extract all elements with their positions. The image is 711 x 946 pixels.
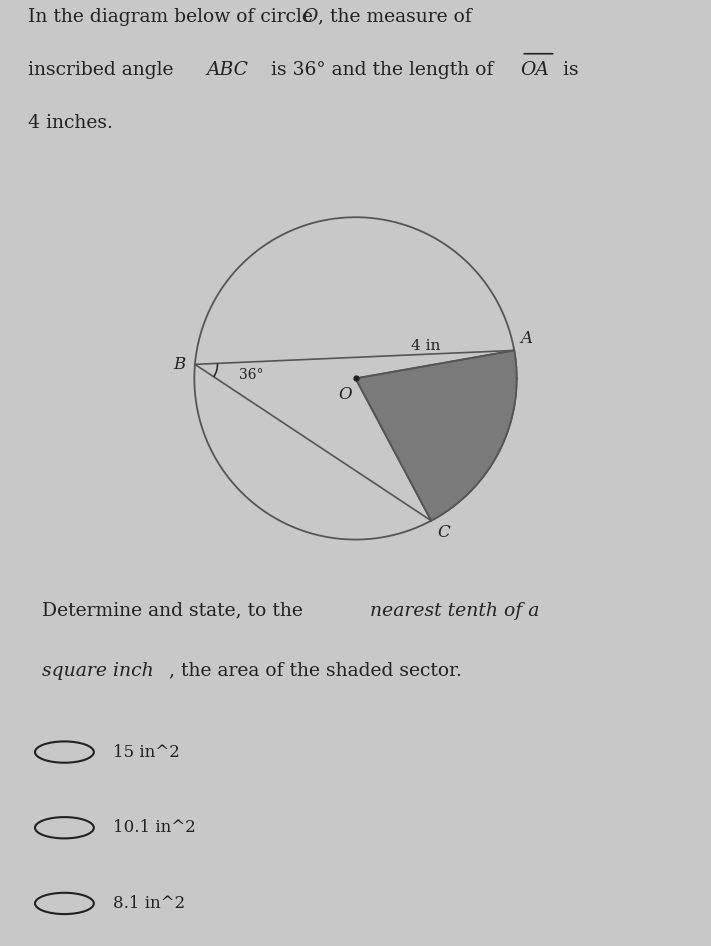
Text: B: B xyxy=(173,356,186,373)
Text: , the area of the shaded sector.: , the area of the shaded sector. xyxy=(169,662,462,680)
Text: is 36° and the length of: is 36° and the length of xyxy=(265,61,500,79)
Text: Determine and state, to the: Determine and state, to the xyxy=(41,602,309,620)
Text: is: is xyxy=(557,61,579,79)
Text: OA: OA xyxy=(520,61,550,79)
Text: 15 in^2: 15 in^2 xyxy=(114,744,180,761)
Text: ABC: ABC xyxy=(207,61,249,79)
Text: A: A xyxy=(520,330,533,347)
Wedge shape xyxy=(356,350,517,520)
Text: O: O xyxy=(302,8,318,26)
Text: O: O xyxy=(338,387,352,403)
Text: C: C xyxy=(437,524,450,541)
Text: 8.1 in^2: 8.1 in^2 xyxy=(114,895,186,912)
Text: 36°: 36° xyxy=(239,368,263,381)
Text: square inch: square inch xyxy=(41,662,154,680)
Text: 4 in: 4 in xyxy=(410,339,440,353)
Text: 10.1 in^2: 10.1 in^2 xyxy=(114,819,196,836)
Text: nearest tenth of a: nearest tenth of a xyxy=(370,602,539,620)
Text: 4 inches.: 4 inches. xyxy=(28,114,113,131)
Text: In the diagram below of circle: In the diagram below of circle xyxy=(28,8,319,26)
Text: , the measure of: , the measure of xyxy=(318,8,471,26)
Text: inscribed angle: inscribed angle xyxy=(28,61,179,79)
